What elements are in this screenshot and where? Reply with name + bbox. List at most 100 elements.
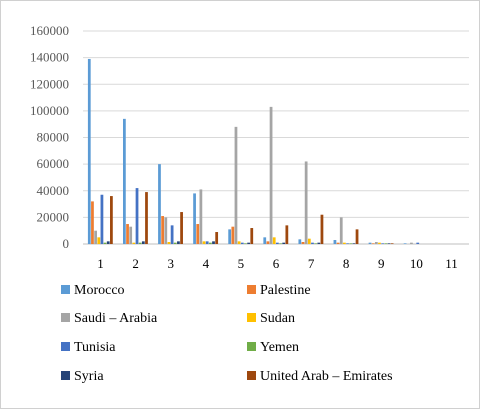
bar-palestine-5 xyxy=(231,226,235,244)
bar-syria-9 xyxy=(387,243,391,244)
bar-tunisia-3 xyxy=(170,225,174,244)
bar-united-arab-emirates-4 xyxy=(215,232,219,244)
y-tick-label: 120000 xyxy=(30,76,69,91)
bar-syria-2 xyxy=(141,241,145,244)
x-tick-label: 3 xyxy=(167,256,174,271)
legend: Morocco Palestine Saudi – Arabia Sudan Tunis… xyxy=(61,283,393,384)
y-tick-label: 40000 xyxy=(37,183,70,198)
bar-saudi-arabia-6 xyxy=(269,106,273,244)
legend-label: Morocco xyxy=(74,283,125,298)
bar-syria-4 xyxy=(212,241,215,244)
legend-swatch xyxy=(247,342,256,351)
bar-yemen-6 xyxy=(279,243,282,244)
legend-label: Palestine xyxy=(260,283,311,298)
x-tick-label: 4 xyxy=(203,256,210,271)
legend-label: Saudi – Arabia xyxy=(74,311,158,326)
y-tick-label: 20000 xyxy=(37,209,70,224)
bar-tunisia-4 xyxy=(205,241,209,244)
bar-morocco-10 xyxy=(403,243,407,244)
x-tick-label: 6 xyxy=(273,256,280,271)
bar-syria-7 xyxy=(317,242,321,244)
bar-yemen-2 xyxy=(138,242,142,244)
bar-yemen-3 xyxy=(173,242,177,244)
x-axis-ticks: 1 2 3 4 5 6 7 8 9 10 11 xyxy=(97,256,457,271)
bar-morocco-3 xyxy=(158,164,161,245)
bar-palestine-4 xyxy=(196,224,200,244)
bar-sudan-1 xyxy=(97,237,101,244)
bar-sudan-7 xyxy=(307,238,311,244)
bar-palestine-8 xyxy=(336,242,340,244)
legend-swatch xyxy=(247,371,256,380)
bar-morocco-9 xyxy=(368,242,372,244)
bar-united-arab-emirates-1 xyxy=(110,196,113,244)
legend-label: Tunisia xyxy=(74,340,116,355)
bar-yemen-7 xyxy=(314,243,318,244)
x-tick-label: 2 xyxy=(132,256,139,271)
x-tick-label: 9 xyxy=(378,256,385,271)
bar-tunisia-10 xyxy=(416,242,420,244)
legend-swatch xyxy=(61,313,70,322)
bar-palestine-7 xyxy=(301,242,305,244)
x-tick-label: 8 xyxy=(343,256,350,271)
legend-swatch xyxy=(247,313,256,322)
bar-sudan-2 xyxy=(132,242,136,244)
bar-sudan-4 xyxy=(202,241,206,244)
bar-tunisia-2 xyxy=(135,188,139,244)
bar-saudi-arabia-2 xyxy=(129,226,133,244)
gridlines xyxy=(83,30,469,245)
legend-label: Sudan xyxy=(260,311,295,326)
x-tick-label: 11 xyxy=(445,256,458,271)
bar-saudi-arabia-3 xyxy=(164,217,168,245)
bar-morocco-1 xyxy=(87,58,91,245)
y-tick-label: 140000 xyxy=(30,50,69,65)
legend-label: United Arab – Emirates xyxy=(260,369,393,384)
bar-saudi-arabia-9 xyxy=(374,242,378,244)
bar-syria-1 xyxy=(106,241,110,244)
bar-morocco-5 xyxy=(228,229,232,244)
y-axis-ticks: 0 20000 40000 60000 80000 100000 120000 140000 1… xyxy=(30,23,69,251)
bar-tunisia-8 xyxy=(346,243,349,244)
legend-label: Syria xyxy=(74,369,104,384)
legend-swatch xyxy=(61,342,70,351)
bar-palestine-1 xyxy=(91,201,94,244)
bar-united-arab-emirates-5 xyxy=(250,228,254,244)
bar-syria-3 xyxy=(177,241,180,244)
bar-morocco-2 xyxy=(123,118,126,244)
bar-united-arab-emirates-7 xyxy=(320,214,324,244)
y-tick-label: 60000 xyxy=(37,156,70,171)
bar-palestine-9 xyxy=(371,243,375,244)
bar-morocco-8 xyxy=(333,240,337,244)
bar-sudan-8 xyxy=(343,242,346,244)
bar-palestine-3 xyxy=(161,216,165,244)
bar-tunisia-7 xyxy=(311,242,314,244)
bar-tunisia-9 xyxy=(381,243,385,244)
bar-saudi-arabia-7 xyxy=(304,161,308,244)
bar-tunisia-6 xyxy=(276,242,279,244)
bar-saudi-arabia-10 xyxy=(410,242,413,244)
legend-swatch xyxy=(61,371,70,380)
bar-tunisia-1 xyxy=(100,194,104,244)
x-tick-label: 5 xyxy=(238,256,245,271)
bar-united-arab-emirates-2 xyxy=(145,192,148,244)
legend-label: Yemen xyxy=(260,340,299,355)
bar-united-arab-emirates-3 xyxy=(180,212,183,244)
bar-yemen-8 xyxy=(349,243,353,244)
legend-swatch xyxy=(247,285,256,294)
bar-syria-6 xyxy=(282,242,286,244)
bar-yemen-9 xyxy=(384,243,388,244)
bar-sudan-9 xyxy=(378,242,381,244)
bar-palestine-2 xyxy=(126,224,129,244)
bar-morocco-6 xyxy=(263,237,267,244)
bar-sudan-3 xyxy=(167,242,171,244)
bar-morocco-7 xyxy=(298,239,302,244)
bar-morocco-4 xyxy=(193,193,196,244)
x-tick-label: 1 xyxy=(97,256,104,271)
bar-yemen-1 xyxy=(103,242,107,244)
bar-sudan-5 xyxy=(237,241,241,244)
bar-saudi-arabia-8 xyxy=(339,217,343,245)
y-tick-label: 160000 xyxy=(30,23,69,38)
legend-swatch xyxy=(61,285,70,294)
bar-tunisia-5 xyxy=(240,242,244,244)
y-tick-label: 80000 xyxy=(37,130,70,145)
